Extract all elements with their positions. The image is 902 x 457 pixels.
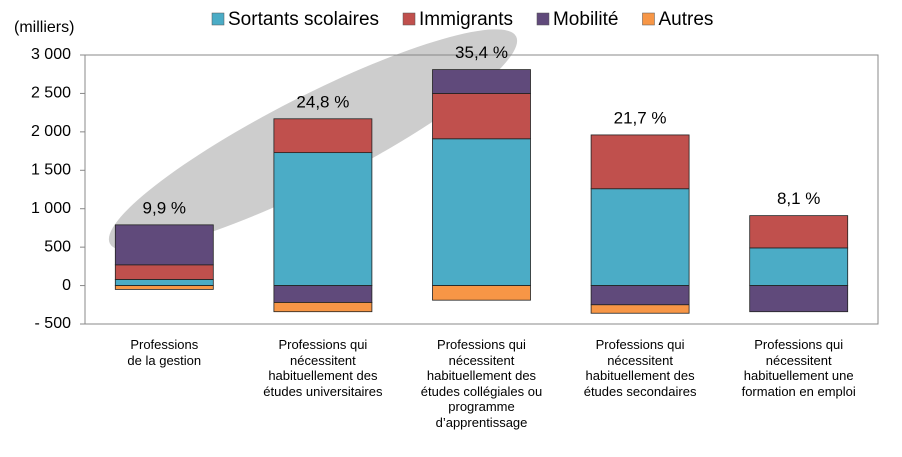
bar-segment — [432, 69, 531, 94]
bar-segment — [590, 134, 690, 190]
y-tick-label: 0 — [62, 277, 71, 294]
bar-annotation: 21,7 % — [614, 108, 667, 127]
plot-frame — [84, 54, 879, 325]
y-axis-label: (milliers) — [14, 19, 74, 36]
y-tick-label: - 500 — [35, 315, 72, 332]
bar-segment — [273, 118, 373, 154]
bar-segment — [432, 285, 531, 301]
legend-label: Immigrants — [419, 9, 513, 30]
bar-segment — [432, 138, 531, 286]
legend-swatch — [536, 12, 550, 26]
x-tick-label: Professions qui nécessitent habituelleme… — [263, 337, 383, 399]
legend-swatch — [402, 12, 416, 26]
bar-segment — [590, 188, 690, 286]
y-tick-label: 1 500 — [31, 162, 71, 179]
bar-segment — [273, 152, 373, 286]
y-tick-label: 1 000 — [31, 200, 71, 217]
legend-swatch — [211, 12, 225, 26]
x-tick-label: Professions qui nécessitent habituelleme… — [420, 337, 543, 430]
bar-annotation: 8,1 % — [777, 189, 820, 208]
bar-segment — [590, 304, 690, 314]
bar-annotation: 9,9 % — [143, 198, 186, 217]
x-tick-label: Professions de la gestion — [127, 337, 202, 368]
bar-segment — [273, 285, 373, 303]
legend-label: Sortants scolaires — [228, 9, 379, 30]
legend-swatch — [642, 12, 655, 26]
x-tick-label: Professions qui nécessitent habituelleme… — [583, 337, 697, 399]
bar-annotation: 35,4 % — [455, 43, 508, 62]
bar-segment — [590, 285, 690, 306]
bar-segment — [749, 285, 849, 313]
y-tick-label: 2 000 — [31, 123, 71, 140]
y-tick-label: 3 000 — [31, 46, 71, 63]
bar-segment — [114, 285, 214, 290]
bar-segment — [432, 93, 531, 140]
bar-segment — [749, 215, 849, 249]
legend-label: Autres — [658, 9, 713, 30]
bar-segment — [273, 302, 373, 313]
bar-segment — [114, 279, 214, 286]
y-tick-label: 2 500 — [31, 85, 71, 102]
bar-annotation: 24,8 % — [296, 92, 349, 111]
bar-segment — [114, 224, 214, 266]
bar-segment — [114, 264, 214, 280]
y-tick-label: 500 — [44, 238, 71, 255]
x-tick-label: Professions qui nécessitent habituelleme… — [741, 337, 856, 399]
bar-segment — [749, 247, 849, 286]
legend-label: Mobilité — [553, 9, 618, 30]
